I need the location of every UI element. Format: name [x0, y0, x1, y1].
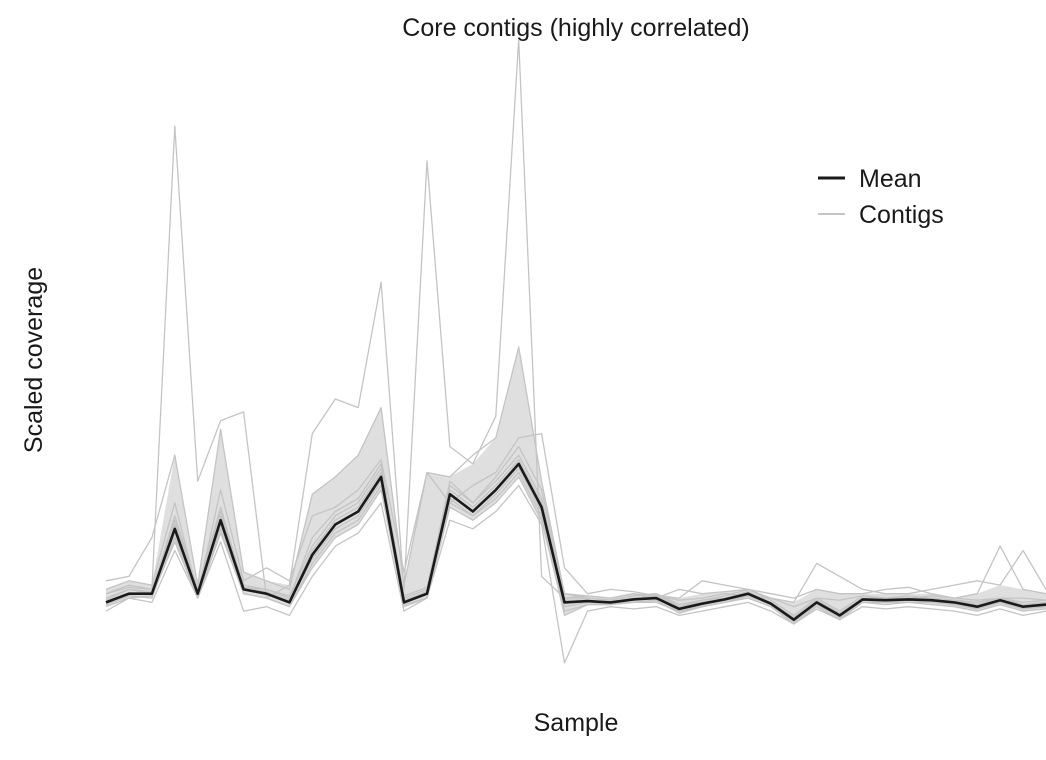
y-axis-label: Scaled coverage [20, 267, 48, 453]
contig-line-1 [105, 39, 1046, 608]
mean-line [105, 462, 1046, 622]
legend-mean-label: Mean [859, 165, 922, 193]
x-axis-label: Sample [534, 709, 619, 737]
chart-title: Core contigs (highly correlated) [402, 14, 749, 42]
contig-band-area [106, 347, 1046, 624]
contig-band [106, 347, 1046, 624]
mean-line-group [105, 462, 1046, 622]
contig-line-2 [105, 346, 1046, 599]
contig-line-7 [105, 454, 1046, 619]
legend: Mean Contigs [818, 165, 944, 229]
legend-contigs-label: Contigs [859, 201, 944, 229]
contig-line-3 [105, 432, 1046, 604]
contig-lines [105, 39, 1046, 664]
contig-line-4 [105, 484, 1046, 664]
